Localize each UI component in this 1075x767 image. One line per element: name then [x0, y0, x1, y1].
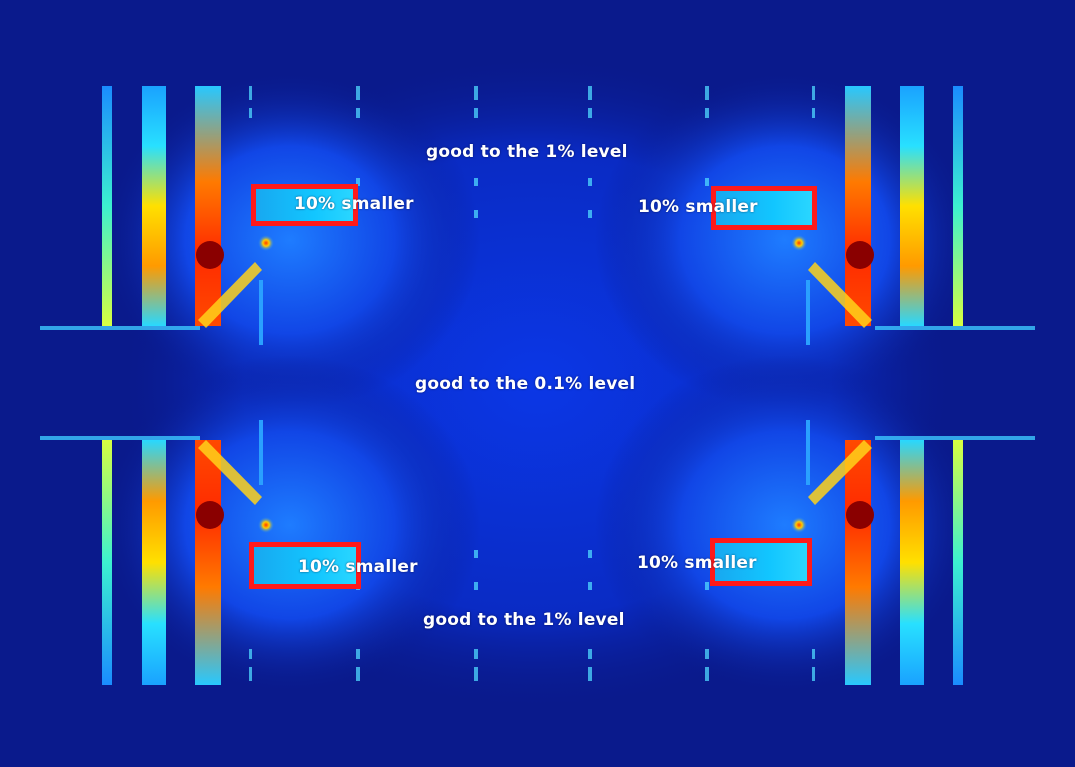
highlight-box-top-left: [251, 184, 358, 226]
label-bottom-right-box: 10% smaller: [637, 553, 757, 573]
label-bottom-center: good to the 1% level: [423, 610, 625, 630]
label-top-right-box: 10% smaller: [638, 197, 758, 217]
label-top-left-box: 10% smaller: [294, 194, 414, 214]
highlight-box-bottom-right: [710, 538, 812, 586]
label-top-center: good to the 1% level: [426, 142, 628, 162]
label-bottom-left-box: 10% smaller: [298, 557, 418, 577]
highlight-box-top-right: [711, 186, 817, 230]
label-middle-center: good to the 0.1% level: [415, 374, 636, 394]
highlight-box-bottom-left: [249, 542, 361, 589]
